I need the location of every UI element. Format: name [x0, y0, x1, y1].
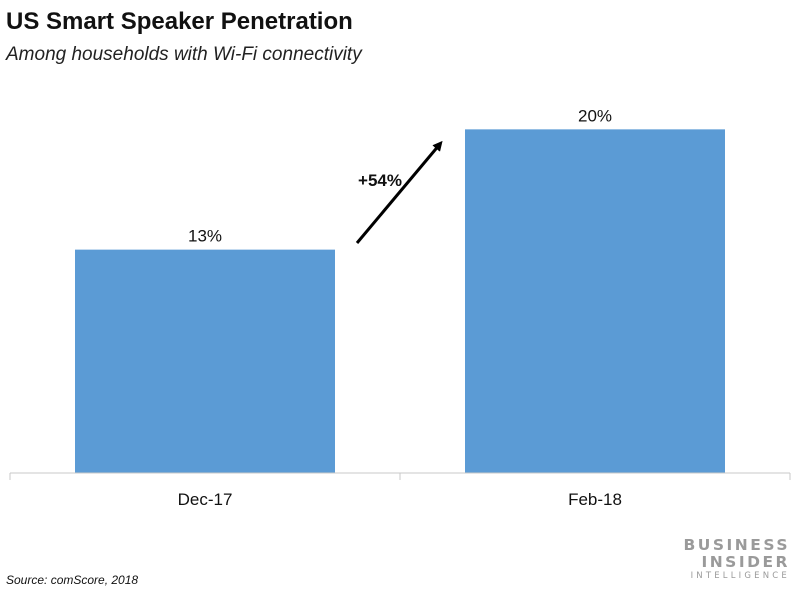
source-note: Source: comScore, 2018 — [6, 573, 139, 587]
brand-logo: BUSINESS INSIDER INTELLIGENCE — [683, 537, 790, 582]
bar-dec-17 — [75, 249, 335, 473]
chart-subtitle: Among households with Wi-Fi connectivity — [6, 44, 362, 65]
x-tick-label-dec-17: Dec-17 — [178, 490, 233, 509]
growth-arrow — [355, 140, 443, 244]
chart-title: US Smart Speaker Penetration — [6, 8, 353, 35]
growth-annotation: +54% — [358, 171, 402, 190]
data-label-feb-18: 20% — [578, 106, 612, 125]
data-label-dec-17: 13% — [188, 227, 222, 246]
logo-line-2: INSIDER — [701, 553, 790, 571]
bar-feb-18 — [465, 129, 725, 473]
logo-line-1: BUSINESS — [683, 536, 790, 554]
x-tick-label-feb-18: Feb-18 — [568, 490, 622, 509]
logo-line-3: INTELLIGENCE — [690, 571, 790, 581]
